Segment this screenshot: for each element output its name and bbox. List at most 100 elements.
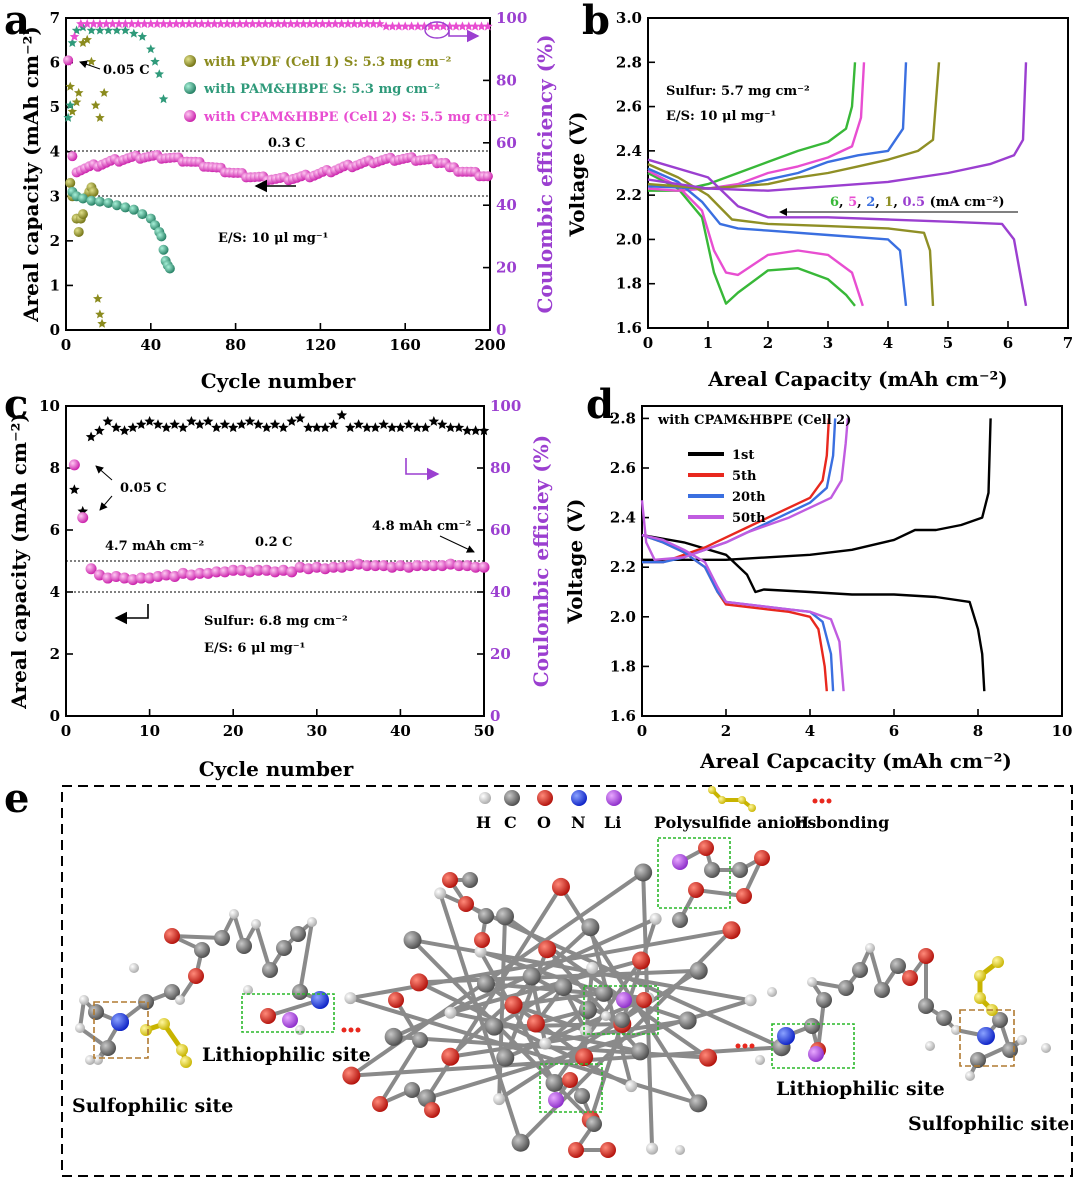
nitrogen-atom (311, 991, 329, 1009)
hydrogen-atom (175, 995, 185, 1005)
y-tick-label: 2.0 (610, 608, 636, 626)
legend-label-cpam: with CPAM&HBPE (Cell 2) S: 5.5 mg cm⁻² (203, 110, 509, 125)
carbon-atom (804, 1018, 820, 1034)
oxygen-atom (688, 882, 704, 898)
ce-point (278, 422, 289, 433)
ce-point (437, 419, 448, 429)
capacity-point (261, 564, 273, 576)
y-tick-label: 6 (50, 521, 60, 539)
panel-label-a: a (4, 0, 30, 44)
hydrogen-atom (586, 961, 599, 974)
ce-point (152, 419, 164, 429)
ce-point (211, 422, 222, 433)
carbon-atom (88, 1004, 104, 1020)
ce-point (428, 416, 440, 426)
annot-c-02c: 0.2 C (255, 535, 293, 550)
ce-point-s2 (260, 18, 270, 28)
x-tick-label: 10 (1052, 722, 1073, 740)
ce-point-s2 (254, 18, 264, 28)
capacity-point-s0 (73, 226, 84, 237)
ce-point-s2 (120, 18, 131, 28)
capacity-point (277, 564, 289, 576)
arrow-c-right-axis (405, 458, 440, 481)
ce-point-s0 (74, 87, 84, 97)
y-tick-label: 0 (50, 321, 60, 339)
legend-label-hbond: H-bonding (794, 813, 889, 832)
y-tick-label: 8 (50, 459, 60, 477)
y-tick-label: 1.8 (610, 657, 636, 675)
ce-point-s1 (63, 112, 73, 122)
ce-point-s2 (101, 18, 111, 28)
panel-label-c: c (4, 381, 28, 428)
ce-point (294, 412, 306, 423)
carbon-atom (496, 1048, 515, 1067)
y2-tick-label: 80 (496, 71, 517, 89)
legend-label-li: Li (604, 813, 621, 832)
ce-point-s2 (470, 21, 480, 31)
ce-point (228, 422, 239, 433)
carbon-atom (462, 872, 478, 888)
y-tick-label: 2.4 (616, 142, 642, 160)
carbon-atom (214, 930, 230, 946)
carbon-atom (631, 1042, 650, 1061)
panel-label-d: d (586, 381, 614, 428)
ce-point (253, 419, 264, 429)
ce-point-s2 (387, 21, 398, 31)
rate-05: 0.5 (902, 195, 925, 210)
legend-label-50th: 50th (732, 511, 766, 526)
y-tick-label: 2.4 (610, 509, 636, 527)
bond (977, 1038, 1023, 1062)
carbon-atom (496, 907, 515, 926)
site-box-center (583, 985, 659, 1035)
capacity-point (386, 561, 398, 573)
capacity-point (177, 567, 189, 579)
carbon-atom (262, 962, 278, 978)
y2-tick-label: 60 (496, 134, 517, 152)
arrow-c-left-axis (114, 604, 149, 625)
capacity-point (252, 564, 264, 576)
panel-e-frame (61, 785, 1073, 1177)
panel-d-xlabel: Areal Capcacity (mAh cm⁻²) (699, 749, 1012, 773)
ce-point (311, 422, 322, 433)
carbon-atom (936, 1010, 952, 1026)
ce-point-s1 (71, 25, 82, 35)
ce-point-s2 (139, 18, 150, 28)
y2-tick-label: 0 (490, 707, 500, 725)
ce-point-s0 (65, 81, 75, 91)
capacity-point (202, 567, 214, 579)
hydrogen-atom (344, 992, 357, 1005)
ce-point-s2 (184, 18, 194, 28)
ce-point-s1 (158, 94, 169, 104)
carbon-atom (476, 974, 495, 993)
y2-tick-label: 100 (490, 397, 521, 415)
rate-label: 6, 5, 2, 1, 0.5 (mA cm⁻²) (830, 195, 1005, 210)
y-tick-label: 3 (50, 187, 60, 205)
x-tick-label: 0 (61, 336, 71, 354)
ce-point (144, 416, 155, 426)
ce-point-s2 (457, 21, 468, 31)
capacity-point (135, 572, 147, 584)
bond (171, 934, 223, 940)
x-tick-label: 80 (225, 336, 246, 354)
y-tick-label: 2.2 (610, 558, 636, 576)
ce-point-s1 (67, 38, 78, 47)
ce-point-s1 (112, 25, 122, 35)
lithium-atom (282, 1012, 298, 1028)
charge-curve-1 (647, 62, 941, 190)
ce-point (102, 416, 113, 426)
panel-c-frame (65, 405, 485, 717)
discharge-curve-50th (641, 533, 845, 692)
ce-point-s2 (82, 18, 92, 28)
capacity-point (244, 566, 256, 578)
rate-1: 1 (884, 195, 893, 210)
bond (412, 938, 751, 1003)
x-tick-label: 1 (703, 334, 713, 352)
ce-point-s0 (71, 97, 82, 107)
panel-c-y2label: Coulombic efficiey (%) (529, 435, 553, 687)
ce-point-s2 (394, 21, 404, 31)
legend-marker-pvdf (184, 55, 196, 67)
carbon-atom (890, 958, 906, 974)
capacity-point (77, 512, 89, 524)
oxygen-atom (526, 1014, 545, 1033)
ce-point-s0 (95, 112, 105, 122)
